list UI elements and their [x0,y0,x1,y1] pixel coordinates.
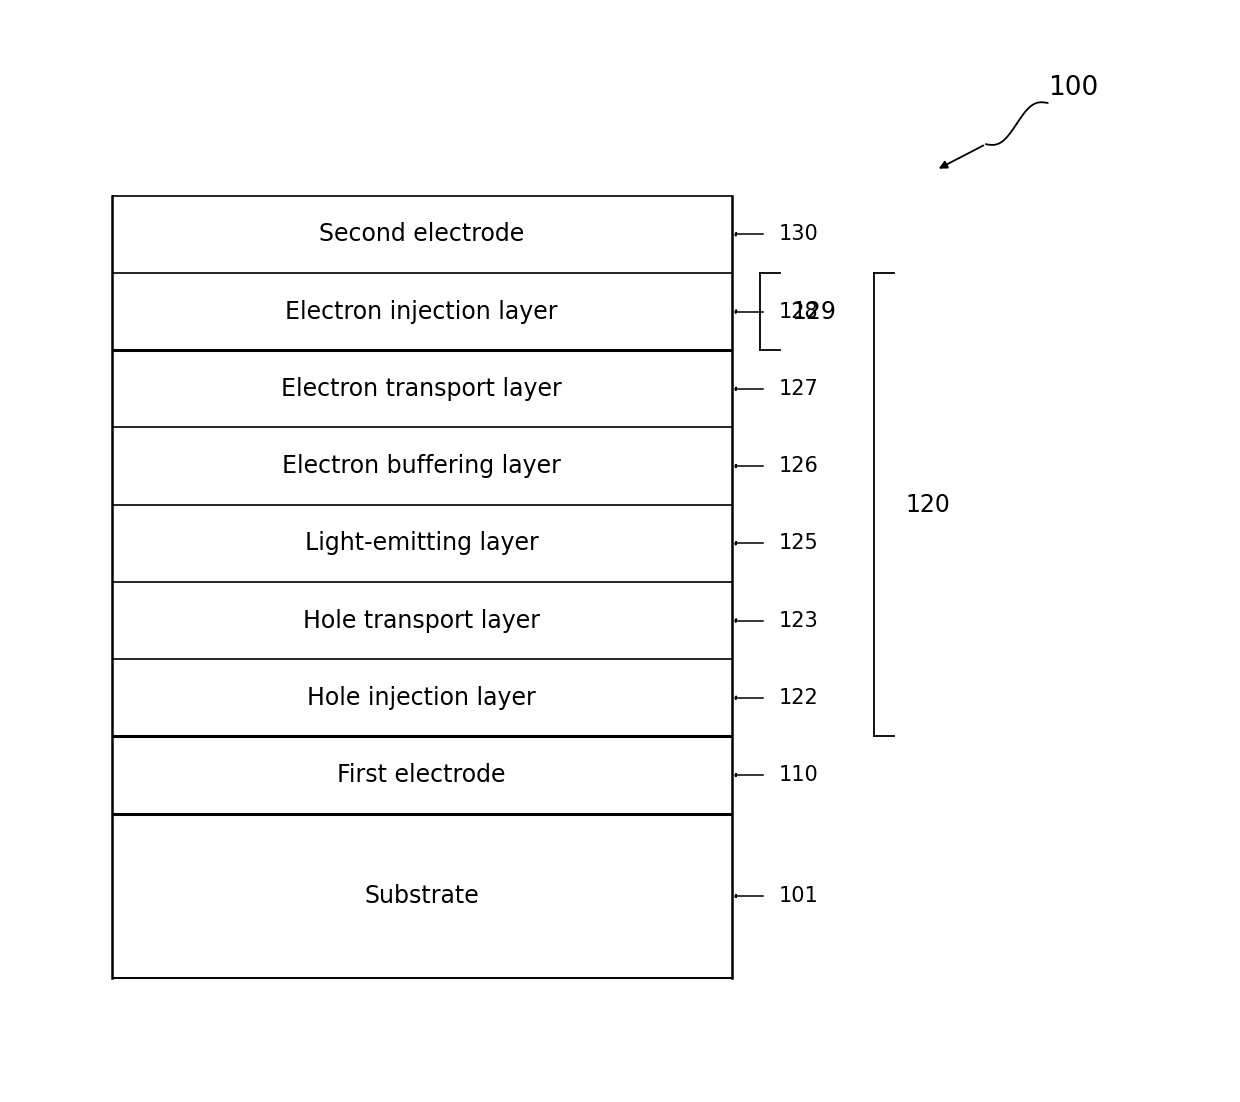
Text: 125: 125 [779,533,818,553]
Text: 129: 129 [791,300,836,324]
Bar [112,428,732,505]
Text: 110: 110 [779,765,818,785]
Text: Hole injection layer: Hole injection layer [308,685,536,710]
Text: Electron transport layer: Electron transport layer [281,377,562,401]
Bar [112,582,732,659]
Text: Hole transport layer: Hole transport layer [303,608,541,633]
Text: First electrode: First electrode [337,763,506,787]
Bar [112,196,732,273]
Text: 120: 120 [905,493,950,517]
Bar [112,659,732,736]
Text: Substrate: Substrate [365,884,479,908]
Text: 100: 100 [1048,75,1099,100]
Bar [112,273,732,350]
Text: Electron buffering layer: Electron buffering layer [283,454,560,478]
Text: Light-emitting layer: Light-emitting layer [305,531,538,555]
Text: Electron injection layer: Electron injection layer [285,300,558,324]
Text: 127: 127 [779,379,818,399]
Bar [112,736,732,813]
Bar [112,813,732,979]
Text: 128: 128 [779,302,818,322]
Text: 122: 122 [779,688,818,707]
Text: 130: 130 [779,225,818,245]
Bar [112,350,732,428]
Text: 123: 123 [779,611,818,630]
Text: 101: 101 [779,886,818,906]
Text: Second electrode: Second electrode [319,223,525,247]
Bar [112,505,732,582]
Text: 126: 126 [779,456,818,476]
